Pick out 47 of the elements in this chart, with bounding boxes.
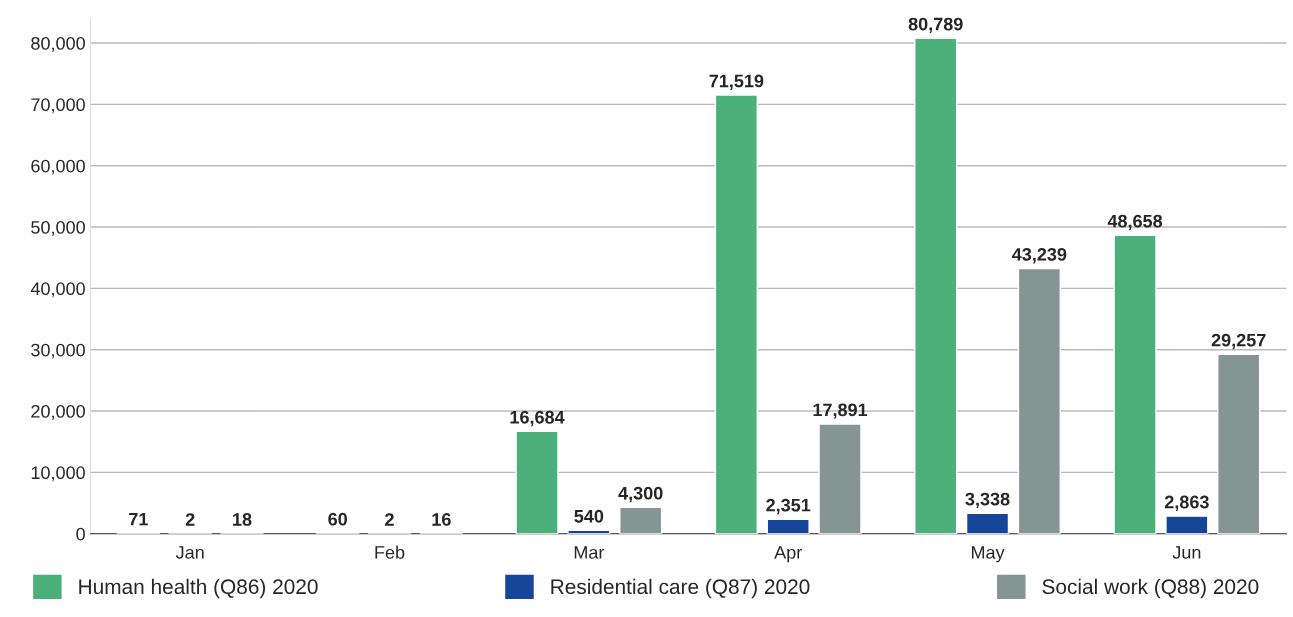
bar <box>515 430 559 534</box>
x-tick-label: Mar <box>574 546 605 559</box>
legend-label: Residential care (Q87) 2020 <box>551 578 810 599</box>
bar <box>766 518 810 534</box>
data-label: 16,684 <box>510 410 565 427</box>
data-label: 2 <box>185 513 195 526</box>
x-tick-label: Apr <box>774 546 802 563</box>
bar <box>1165 515 1209 534</box>
x-tick-label: Jun <box>1172 546 1201 559</box>
bar <box>914 37 958 534</box>
y-tick-label: 40,000 <box>30 282 85 298</box>
data-label: 2,863 <box>1164 495 1209 512</box>
data-label: 71,519 <box>709 74 764 90</box>
x-tick-label: Feb <box>375 545 405 559</box>
data-label: 18 <box>233 513 252 526</box>
data-label: 71 <box>129 512 148 526</box>
data-label: 540 <box>574 509 604 523</box>
data-label: 80,789 <box>908 17 963 34</box>
data-label: 17,891 <box>813 403 868 419</box>
data-label: 29,257 <box>1211 333 1266 350</box>
y-tick-label: 0 <box>76 527 85 541</box>
bar <box>1217 353 1261 534</box>
y-tick-label: 20,000 <box>31 404 85 420</box>
x-tick-label: May <box>971 546 1005 563</box>
y-tick-label: 30,000 <box>31 343 85 359</box>
y-tick-label: 50,000 <box>31 220 85 236</box>
bar <box>818 423 862 534</box>
bar <box>619 506 663 534</box>
bar <box>1113 234 1157 534</box>
data-label: 2 <box>385 513 394 526</box>
y-tick-label: 70,000 <box>31 98 85 114</box>
bar <box>1017 267 1061 534</box>
y-tick-label: 10,000 <box>31 466 85 482</box>
legend-label: Social work (Q88) 2020 <box>1042 578 1259 599</box>
legend-label: Human health (Q86) 2020 <box>79 578 318 599</box>
data-label: 4,300 <box>618 486 663 503</box>
data-label: 48,658 <box>1107 214 1163 231</box>
y-tick-label: 60,000 <box>31 159 85 175</box>
data-label: 3,338 <box>965 492 1010 509</box>
bar <box>965 512 1010 534</box>
bar <box>714 94 758 534</box>
data-label: 16 <box>432 513 451 526</box>
data-label: 43,239 <box>1012 247 1067 264</box>
data-label: 60 <box>328 512 347 526</box>
y-tick-label: 80,000 <box>31 36 85 52</box>
data-label: 2,351 <box>766 498 811 515</box>
x-tick-label: Jan <box>175 546 204 559</box>
